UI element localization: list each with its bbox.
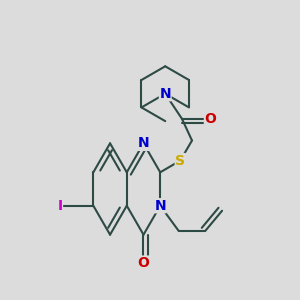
Text: N: N (138, 136, 149, 150)
Text: S: S (175, 154, 185, 168)
Text: O: O (138, 256, 149, 270)
Text: N: N (154, 199, 166, 213)
Text: N: N (159, 87, 171, 101)
Text: O: O (204, 112, 216, 126)
Text: I: I (57, 199, 62, 213)
